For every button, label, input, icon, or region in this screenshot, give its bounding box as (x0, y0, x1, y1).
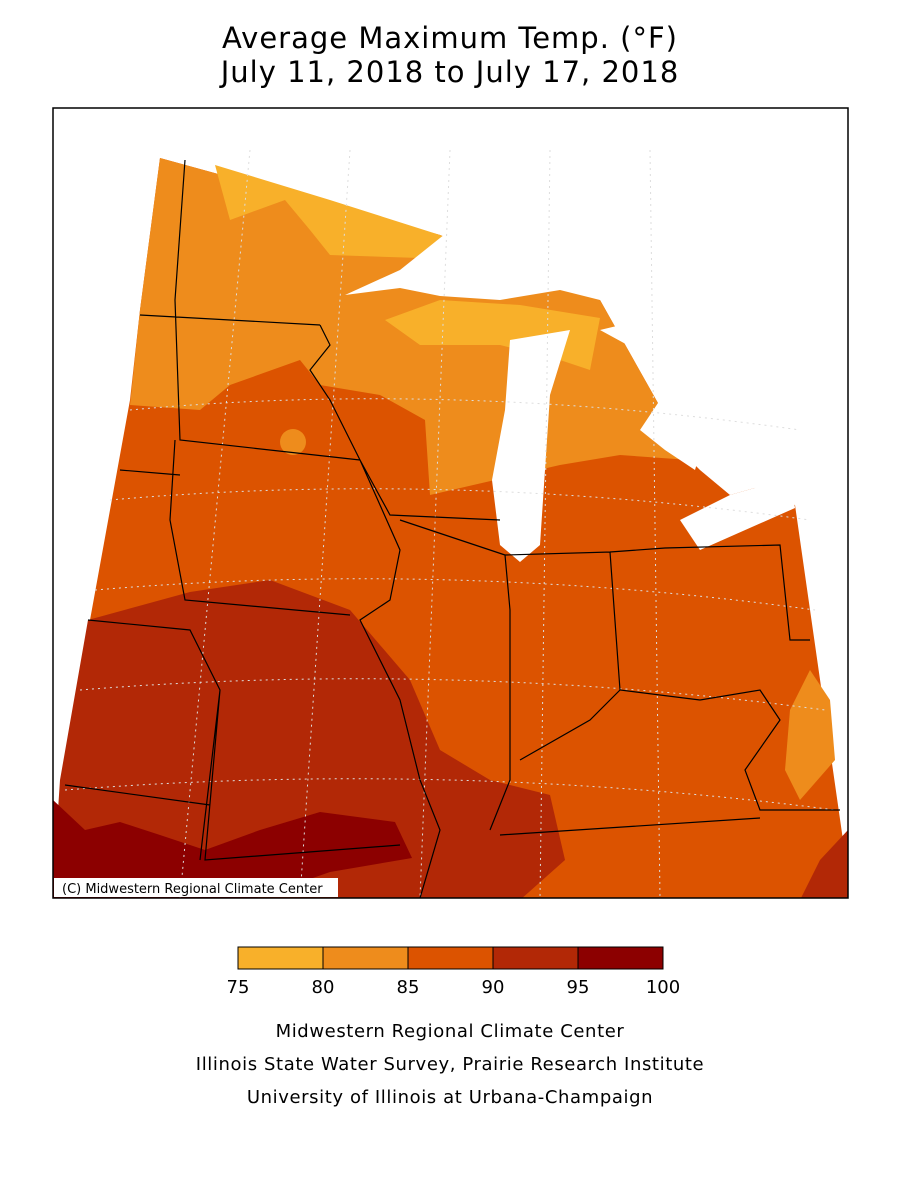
legend-swatch (577, 946, 664, 970)
map-frame (52, 107, 849, 899)
region-80-85 (785, 670, 835, 800)
legend: 75 80 85 90 95 100 (227, 946, 680, 998)
region-90-95 (53, 580, 565, 898)
graticule (64, 149, 836, 898)
legend-swatch (322, 946, 409, 970)
credit: Midwestern Regional Climate Center (276, 1021, 625, 1042)
legend-tick-label: 90 (482, 977, 505, 998)
region-80-85 (280, 429, 306, 455)
lake-erie (680, 478, 795, 550)
lake-michigan (492, 330, 570, 562)
legend-swatch (237, 946, 324, 970)
copyright-box (54, 878, 338, 897)
region-95-100 (53, 800, 412, 898)
title: Average Maximum Temp. (°F) (222, 21, 678, 55)
canada (600, 300, 790, 495)
legend-swatch (492, 946, 579, 970)
region-75-80 (215, 165, 470, 258)
legend-tick-label: 80 (312, 977, 335, 998)
credit: University of Illinois at Urbana-Champai… (247, 1087, 653, 1108)
legend-tick-label: 75 (227, 977, 250, 998)
map: (C) Midwestern Regional Climate Center (52, 107, 849, 899)
legend-tick-label: 85 (397, 977, 420, 998)
subtitle: July 11, 2018 to July 17, 2018 (219, 55, 680, 89)
legend-tick-label: 95 (567, 977, 590, 998)
lake-superior (345, 190, 600, 300)
legend-tick-label: 100 (646, 977, 680, 998)
legend-swatch (407, 946, 494, 970)
state-borders (64, 159, 840, 898)
region-90-95 (801, 830, 848, 898)
credit: Illinois State Water Survey, Prairie Res… (196, 1054, 704, 1075)
copyright: (C) Midwestern Regional Climate Center (62, 882, 323, 897)
